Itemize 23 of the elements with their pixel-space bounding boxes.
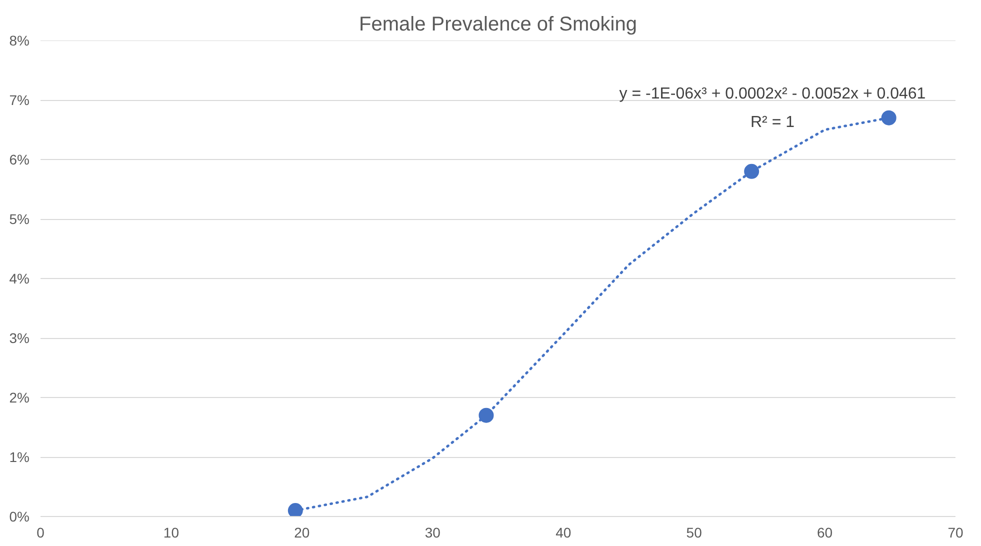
x-tick-label: 30 (424, 524, 441, 540)
x-tick-label: 70 (948, 524, 964, 540)
chart-title: Female Prevalence of Smoking (359, 14, 637, 36)
y-tick-label: 0% (9, 508, 30, 524)
x-tick-label: 40 (556, 524, 572, 540)
y-tick-label: 4% (9, 270, 30, 286)
annotation: R² = 1 (750, 114, 795, 132)
x-tick-label: 0 (36, 524, 45, 540)
y-tick-label: 3% (9, 330, 30, 346)
x-tick-label: 50 (686, 524, 702, 540)
point (881, 110, 896, 126)
x-tick-label: 10 (163, 524, 180, 540)
annotation: y = -1E-06x³ + 0.0002x² - 0.0052x + 0.0461 (619, 86, 926, 103)
y-tick-label: 6% (9, 152, 30, 168)
x-tick-label: 20 (294, 524, 310, 540)
y-tick-label: 5% (9, 211, 30, 227)
y-tick-label: 8% (9, 32, 30, 48)
y-tick-label: 7% (9, 92, 30, 108)
point (288, 503, 303, 516)
x-tick-label: 60 (817, 524, 833, 540)
y-tick-label: 2% (9, 390, 30, 406)
y-tick-label: 1% (9, 449, 30, 465)
point (744, 164, 760, 179)
